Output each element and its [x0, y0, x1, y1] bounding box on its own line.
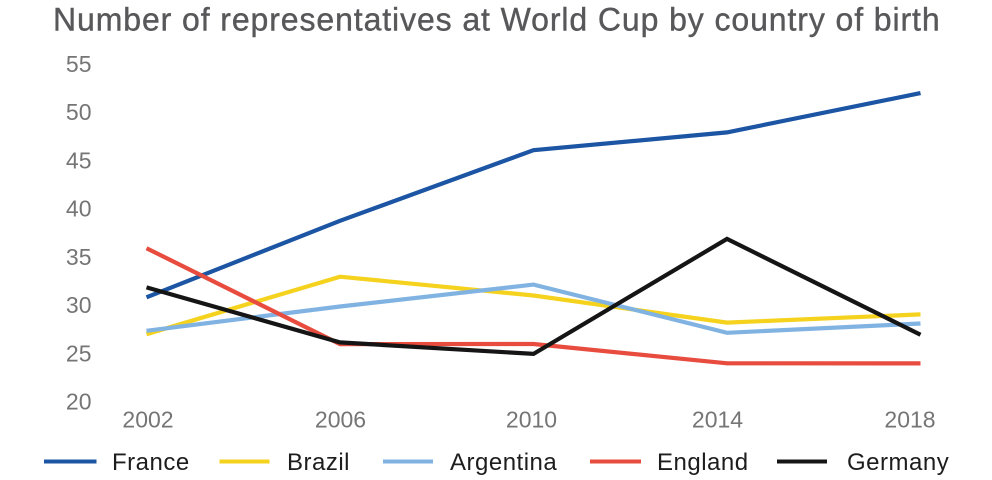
svg-text:40: 40 [66, 196, 92, 222]
svg-text:25: 25 [66, 340, 92, 366]
svg-text:30: 30 [66, 292, 92, 318]
svg-text:50: 50 [66, 99, 92, 125]
svg-text:England: England [657, 449, 749, 476]
svg-text:Argentina: Argentina [450, 449, 557, 476]
svg-text:2010: 2010 [506, 407, 557, 433]
svg-text:Brazil: Brazil [287, 449, 350, 476]
svg-text:55: 55 [66, 51, 92, 77]
svg-text:20: 20 [66, 389, 92, 415]
svg-text:2014: 2014 [692, 407, 743, 433]
svg-text:45: 45 [66, 147, 92, 173]
svg-text:2006: 2006 [315, 407, 366, 433]
svg-text:Germany: Germany [847, 449, 949, 476]
svg-text:35: 35 [66, 244, 92, 270]
svg-text:Number of representatives at W: Number of representatives at World Cup b… [53, 2, 941, 38]
svg-text:2002: 2002 [122, 407, 173, 433]
svg-text:France: France [112, 449, 190, 476]
svg-text:2018: 2018 [884, 407, 935, 433]
